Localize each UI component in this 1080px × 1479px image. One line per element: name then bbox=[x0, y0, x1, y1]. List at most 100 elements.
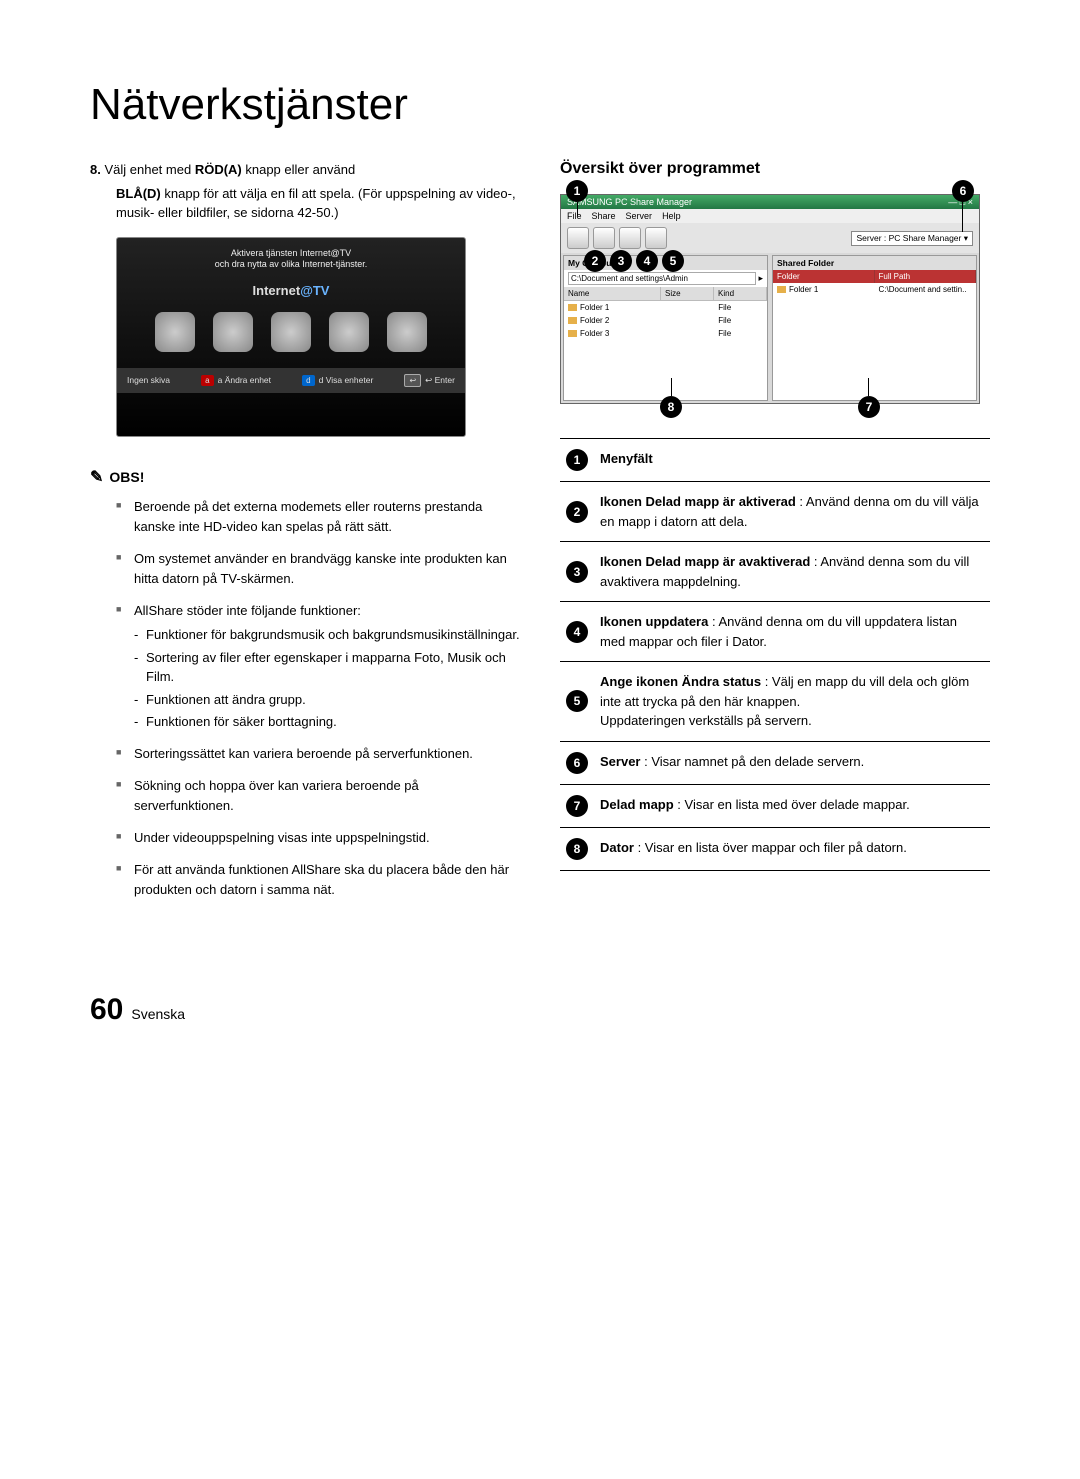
legend-num: 5 bbox=[566, 690, 588, 712]
tv-app-icon bbox=[387, 312, 427, 352]
col-fullpath: Full Path bbox=[875, 270, 977, 283]
window-toolbar: Server : PC Share Manager ▾ bbox=[561, 223, 979, 253]
cell bbox=[662, 327, 715, 340]
red-label: RÖD(A) bbox=[195, 162, 242, 177]
col-kind: Kind bbox=[714, 287, 767, 300]
left-column: 8. Välj enhet med RÖD(A) knapp eller anv… bbox=[90, 160, 520, 913]
tv-icons-row bbox=[117, 312, 465, 352]
step-text-b: knapp eller använd bbox=[242, 162, 355, 177]
pill-d-icon: d bbox=[302, 375, 314, 386]
obs-subitem: Funktioner för bakgrundsmusik och bakgru… bbox=[134, 625, 520, 645]
legend-row: 5 Ange ikonen Ändra status : Välj en mapp… bbox=[560, 662, 990, 742]
table-row[interactable]: Folder 2File bbox=[564, 314, 767, 327]
obs-item: För att använda funktionen AllShare ska … bbox=[116, 860, 520, 900]
internet-tv-logo: Internet@TV bbox=[117, 283, 465, 298]
legend-row: 7 Delad mapp : Visar en lista med över de… bbox=[560, 784, 990, 827]
obs-item: Under videouppspelning visas inte uppspe… bbox=[116, 828, 520, 848]
window-title: SAMSUNG PC Share Manager bbox=[567, 197, 692, 207]
share-enable-icon[interactable] bbox=[567, 227, 589, 249]
legend-num: 7 bbox=[566, 795, 588, 817]
page-title: Nätverkstjänster bbox=[90, 80, 990, 130]
cell: Folder 1 bbox=[580, 303, 609, 312]
server-selector[interactable]: Server : PC Share Manager ▾ bbox=[851, 231, 973, 246]
legend-text: Server : Visar namnet på den delade serv… bbox=[594, 741, 990, 784]
foot-left: Ingen skiva bbox=[127, 375, 170, 385]
logo-part-b: @TV bbox=[300, 283, 329, 298]
tv-app-icon bbox=[329, 312, 369, 352]
logo-part-a: Internet bbox=[253, 283, 301, 298]
legend-row: 3 Ikonen Delad mapp är avaktiverad : Anvä… bbox=[560, 542, 990, 602]
page-number: 60 bbox=[90, 993, 123, 1027]
table-row[interactable]: Folder 3 File bbox=[564, 327, 767, 340]
folder-icon bbox=[777, 286, 786, 293]
callout-5: 5 bbox=[662, 250, 684, 272]
obs-item: AllShare stöder inte följande funktioner… bbox=[116, 601, 520, 732]
callout-3: 3 bbox=[610, 250, 632, 272]
note-icon: ✎ bbox=[90, 467, 103, 487]
refresh-icon[interactable] bbox=[619, 227, 641, 249]
cell: File bbox=[714, 314, 767, 327]
obs-item-text: AllShare stöder inte följande funktioner… bbox=[134, 603, 361, 618]
table-row[interactable]: Folder 1 File bbox=[564, 301, 767, 314]
menu-item[interactable]: Share bbox=[592, 211, 616, 221]
callout-7: 7 bbox=[858, 396, 880, 418]
cell bbox=[662, 314, 715, 327]
legend-num: 6 bbox=[566, 752, 588, 774]
col-size: Size bbox=[661, 287, 714, 300]
legend-row: 8 Dator : Visar en lista över mappar och … bbox=[560, 827, 990, 870]
legend-row: 6 Server : Visar namnet på den delade ser… bbox=[560, 741, 990, 784]
legend-text: Delad mapp : Visar en lista med över del… bbox=[594, 784, 990, 827]
cell: Folder 1 bbox=[789, 285, 818, 294]
cell: File bbox=[714, 301, 767, 314]
computer-pane: My Computer ▸ Name Size Kind Folder 1Fil… bbox=[563, 255, 768, 401]
folder-icon bbox=[568, 304, 577, 311]
legend-text: Dator : Visar en lista över mappar och f… bbox=[594, 827, 990, 870]
legend-text: Ikonen Delad mapp är avaktiverad : Använ… bbox=[594, 542, 990, 602]
menu-item[interactable]: Help bbox=[662, 211, 681, 221]
callout-legend-table: 1 Menyfält 2Ikonen Delad mapp är aktivera… bbox=[560, 438, 990, 871]
step-text-a: Välj enhet med bbox=[104, 162, 194, 177]
cell bbox=[662, 301, 715, 314]
blue-label: BLÅ(D) bbox=[116, 186, 161, 201]
internet-tv-screenshot: Aktivera tjänsten Internet@TV och dra ny… bbox=[116, 237, 466, 437]
legend-text: Ikonen uppdatera : Använd denna om du vi… bbox=[594, 602, 990, 662]
pc-share-manager-window: SAMSUNG PC Share Manager — □ × File Shar… bbox=[560, 194, 980, 404]
tv-footer: Ingen skiva aa Ändra enhet dd Visa enhet… bbox=[117, 368, 465, 393]
obs-item: Beroende på det externa modemets eller r… bbox=[116, 497, 520, 537]
path-input[interactable] bbox=[568, 272, 756, 285]
foot-a: a Ändra enhet bbox=[218, 375, 271, 385]
step-text-c: knapp för att välja en fil att spela. (F… bbox=[116, 186, 516, 221]
folder-icon bbox=[568, 330, 577, 337]
legend-text: Ange ikonen Ändra status : Välj en mapp … bbox=[594, 662, 990, 742]
obs-label: OBS! bbox=[109, 469, 144, 485]
folder-icon bbox=[568, 317, 577, 324]
share-disable-icon[interactable] bbox=[593, 227, 615, 249]
right-column: Översikt över programmet 1 6 2 3 4 5 8 7… bbox=[560, 160, 990, 913]
program-diagram: 1 6 2 3 4 5 8 7 SAMSUNG PC Share Manager… bbox=[560, 194, 980, 404]
window-titlebar: SAMSUNG PC Share Manager — □ × bbox=[561, 195, 979, 209]
cell: File bbox=[714, 327, 767, 340]
table-row[interactable]: Folder 1 C:\Document and settin.. bbox=[773, 283, 976, 296]
col-folder: Folder bbox=[773, 270, 875, 283]
legend-row: 2Ikonen Delad mapp är aktiverad : Använd… bbox=[560, 482, 990, 542]
step-8: 8. Välj enhet med RÖD(A) knapp eller anv… bbox=[90, 160, 520, 180]
set-status-icon[interactable] bbox=[645, 227, 667, 249]
menu-item[interactable]: Server bbox=[626, 211, 653, 221]
tv-banner-1: Aktivera tjänsten Internet@TV bbox=[125, 248, 457, 260]
cell: Folder 3 bbox=[580, 329, 609, 338]
obs-item: Sorteringssättet kan variera beroende på… bbox=[116, 744, 520, 764]
legend-row: 4Ikonen uppdatera : Använd denna om du v… bbox=[560, 602, 990, 662]
step-number: 8. bbox=[90, 162, 101, 177]
go-icon[interactable]: ▸ bbox=[758, 273, 763, 284]
menu-item[interactable]: File bbox=[567, 211, 582, 221]
legend-num: 1 bbox=[566, 449, 588, 471]
callout-line bbox=[577, 202, 578, 216]
callout-line bbox=[868, 378, 869, 396]
legend-text: Menyfält bbox=[594, 439, 990, 482]
obs-item: Sökning och hoppa över kan variera beroe… bbox=[116, 776, 520, 816]
tv-app-icon bbox=[213, 312, 253, 352]
legend-num: 8 bbox=[566, 838, 588, 860]
obs-subitem: Funktionen för säker borttagning. bbox=[134, 712, 520, 732]
legend-num: 3 bbox=[566, 561, 588, 583]
callout-line bbox=[962, 202, 963, 232]
